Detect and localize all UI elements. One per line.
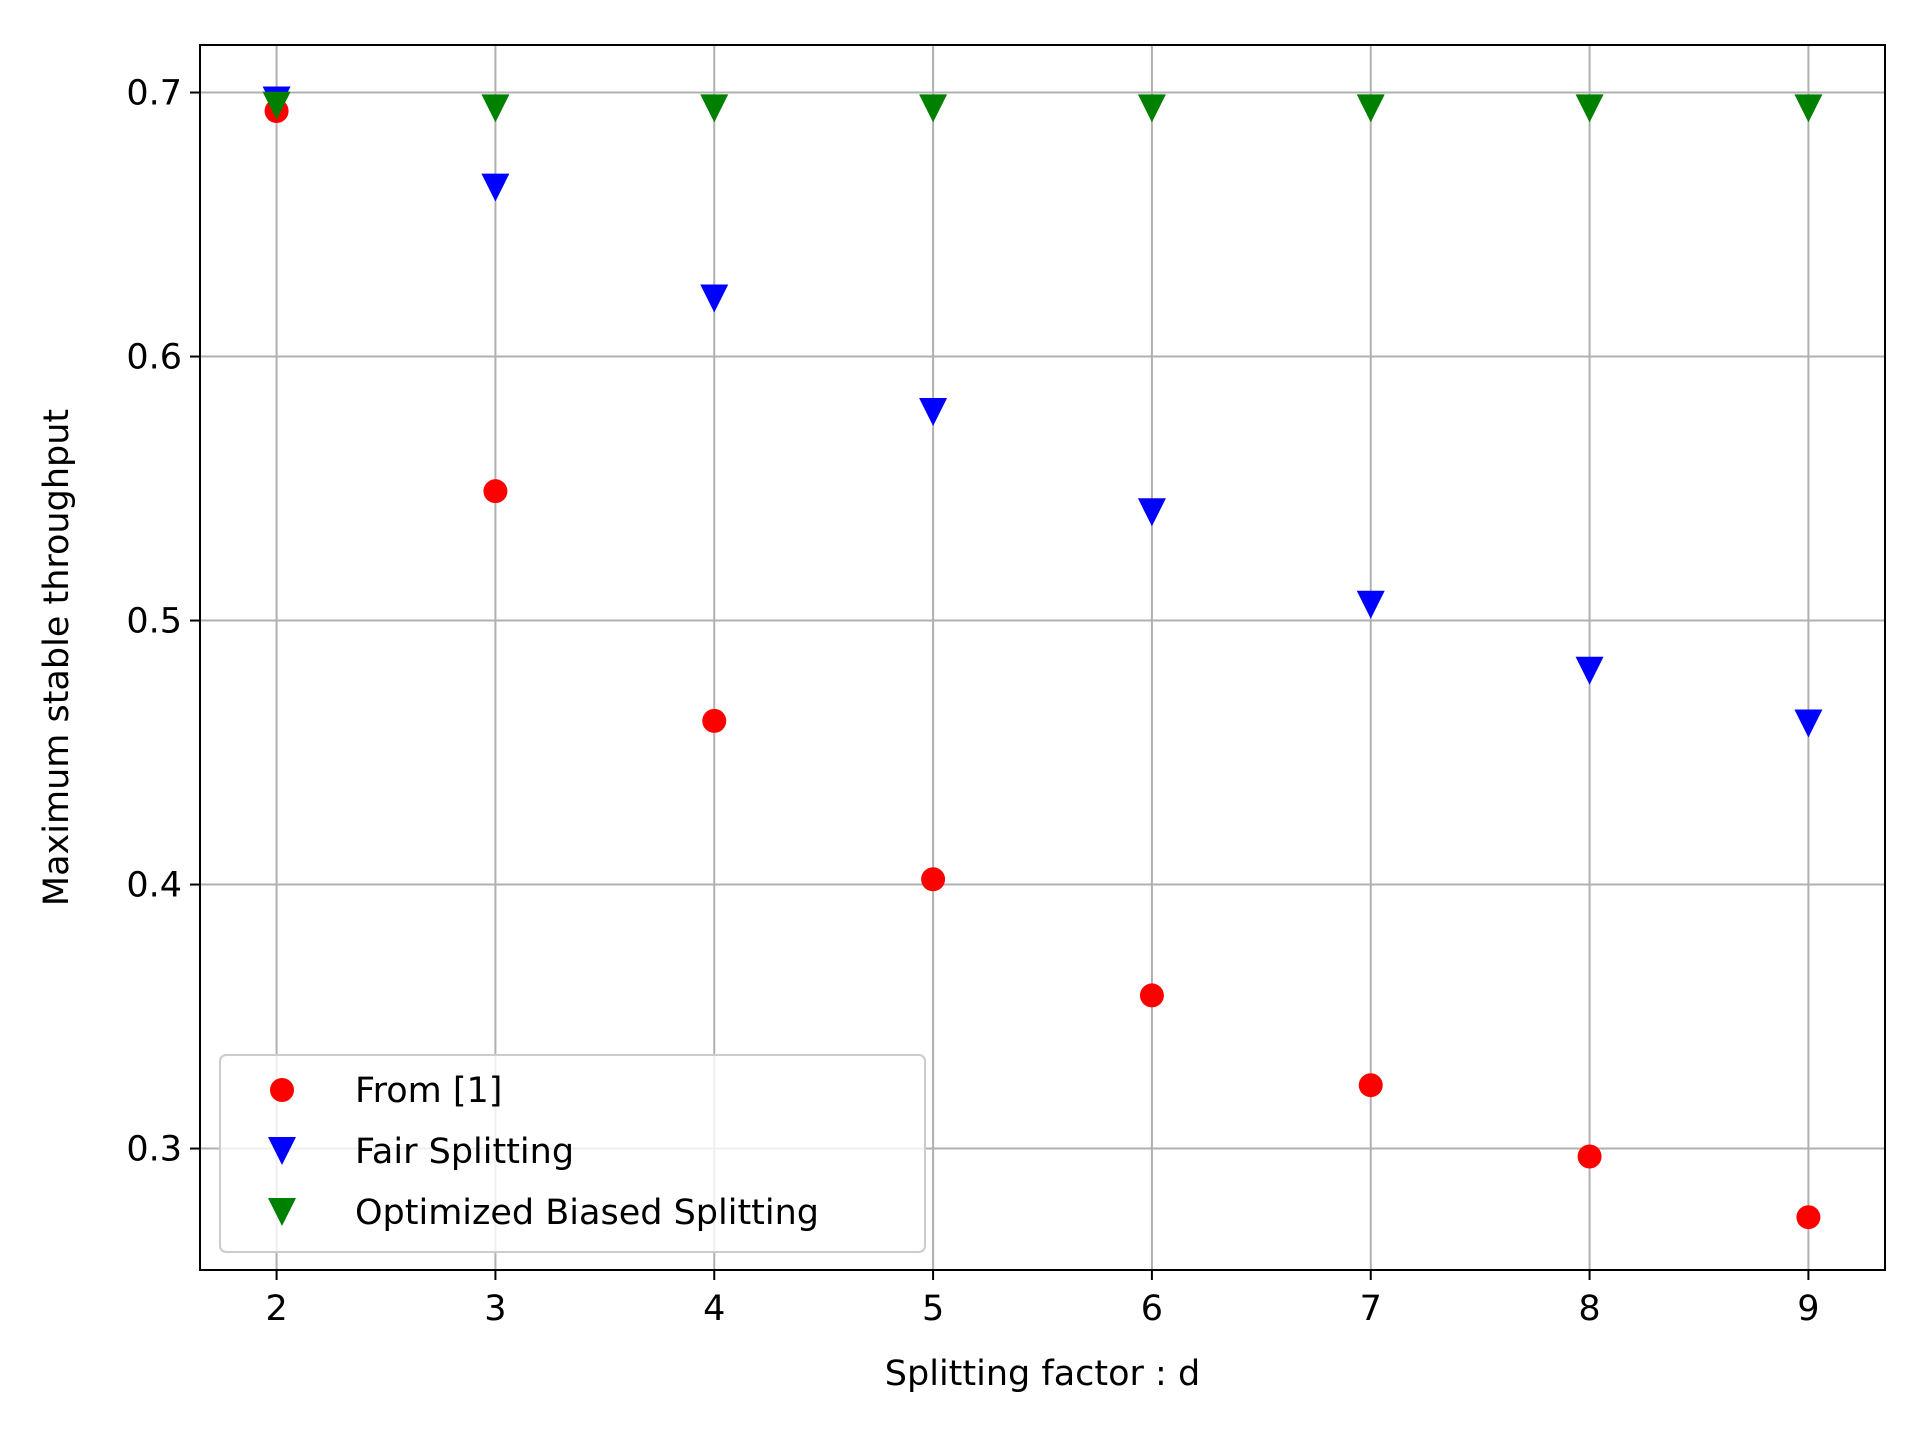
data-point bbox=[1137, 498, 1166, 527]
data-point bbox=[481, 94, 510, 123]
x-tick-label: 5 bbox=[922, 1289, 944, 1329]
x-tick-label: 3 bbox=[484, 1289, 506, 1329]
y-tick-label: 0.4 bbox=[126, 866, 182, 906]
series-3 bbox=[262, 91, 1823, 123]
y-tick-label: 0.3 bbox=[126, 1130, 182, 1170]
x-tick-label: 8 bbox=[1578, 1289, 1600, 1329]
x-tick-label: 2 bbox=[265, 1289, 287, 1329]
data-point bbox=[1796, 1205, 1821, 1230]
legend-label: Optimized Biased Splitting bbox=[355, 1193, 819, 1233]
y-tick-label: 0.6 bbox=[126, 338, 182, 378]
data-point bbox=[1575, 94, 1604, 123]
x-tick-label: 4 bbox=[703, 1289, 725, 1329]
data-point bbox=[700, 284, 729, 313]
x-axis-label: Splitting factor : d bbox=[885, 1354, 1200, 1394]
y-tick-label: 0.7 bbox=[126, 74, 182, 114]
data-point bbox=[1794, 94, 1823, 123]
x-tick-label: 9 bbox=[1797, 1289, 1819, 1329]
data-point bbox=[919, 94, 948, 123]
data-point bbox=[1358, 1073, 1383, 1098]
data-point bbox=[1356, 94, 1385, 123]
x-tick-label: 6 bbox=[1141, 1289, 1163, 1329]
legend-marker bbox=[268, 1137, 296, 1165]
axes-frame bbox=[199, 44, 1886, 1271]
legend-marker bbox=[270, 1078, 294, 1102]
y-tick-label: 0.5 bbox=[126, 602, 182, 642]
data-point bbox=[1577, 1144, 1602, 1169]
data-point bbox=[702, 708, 727, 733]
data-point bbox=[700, 94, 729, 123]
x-tick-label: 7 bbox=[1360, 1289, 1382, 1329]
data-point bbox=[1575, 656, 1604, 685]
data-point bbox=[483, 479, 508, 504]
data-point bbox=[921, 867, 946, 892]
data-point bbox=[481, 173, 510, 202]
legend-label: From [1] bbox=[355, 1071, 502, 1111]
legend-label: Fair Splitting bbox=[355, 1132, 574, 1172]
data-point bbox=[1137, 94, 1166, 123]
data-point bbox=[262, 91, 291, 120]
data-point bbox=[1356, 590, 1385, 619]
data-point bbox=[1139, 983, 1164, 1008]
axis-ticks: 2 3 4 5 6 7 8 9 0.3 0.4 0.5 0.6 0.7 bbox=[126, 74, 1819, 1329]
data-point bbox=[919, 397, 948, 426]
y-axis-label: Maximum stable throughput bbox=[37, 409, 77, 906]
legend-marker bbox=[268, 1198, 296, 1226]
legend-box bbox=[219, 1054, 926, 1253]
legend: From [1] Fair Splitting Optimized Biased S… bbox=[219, 1054, 926, 1253]
plot-area bbox=[262, 86, 1823, 1230]
data-point bbox=[1794, 709, 1823, 738]
